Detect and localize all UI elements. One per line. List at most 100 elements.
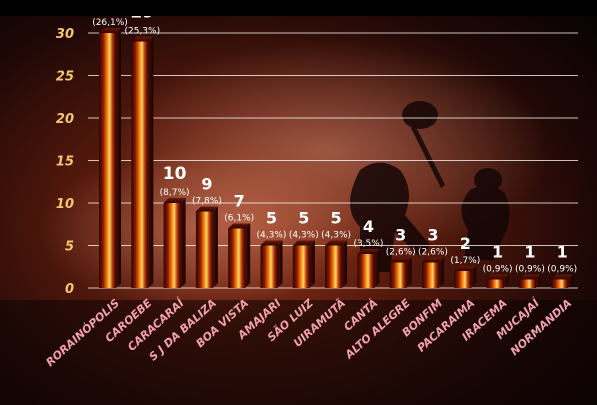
bar <box>357 249 380 288</box>
value-label: 7 <box>234 192 245 211</box>
value-label: 4 <box>363 217 374 236</box>
percent-label: (0,9%) <box>547 265 577 275</box>
y-tick-label: 25 <box>56 70 74 85</box>
bar-top <box>131 36 154 42</box>
bar-side <box>116 28 121 288</box>
value-label: 1 <box>524 243 535 262</box>
bar-top <box>292 240 315 246</box>
bar <box>228 223 251 288</box>
y-tick-label: 30 <box>56 27 74 42</box>
value-label: 1 <box>492 243 503 262</box>
value-label: 5 <box>266 209 277 228</box>
bar <box>422 257 444 288</box>
bar-top <box>99 28 121 33</box>
bar-top <box>389 257 412 263</box>
value-label: 5 <box>331 209 342 228</box>
bar <box>163 198 186 288</box>
ground <box>0 300 597 405</box>
bar-side <box>535 274 541 288</box>
bar-side <box>180 198 186 288</box>
bar-front <box>486 279 504 288</box>
percent-label: (2,6%) <box>386 248 416 258</box>
bar-front <box>551 279 569 288</box>
bar-front <box>357 254 375 288</box>
bar-side <box>503 274 509 288</box>
bar-side <box>374 249 380 288</box>
bar-top <box>486 274 509 280</box>
y-tick-label: 0 <box>65 282 74 297</box>
bar-front <box>99 33 116 288</box>
top-band <box>0 0 597 16</box>
percent-label: (4,3%) <box>321 231 351 241</box>
bar-top <box>357 249 380 254</box>
bar <box>486 274 509 288</box>
bar-front <box>454 271 472 288</box>
value-label: 2 <box>460 234 471 253</box>
y-tick-label: 20 <box>56 112 74 127</box>
bar-front <box>163 203 181 288</box>
y-tick-label: 15 <box>56 155 74 170</box>
bar-side <box>212 206 218 288</box>
bar <box>325 240 348 288</box>
bar-front <box>518 279 536 288</box>
bar-front <box>389 262 407 288</box>
bar-side <box>568 274 574 288</box>
bar-side <box>245 223 251 288</box>
bar <box>99 28 121 288</box>
value-label: 3 <box>427 226 438 245</box>
bar-side <box>277 240 283 288</box>
bar-top <box>325 240 348 246</box>
percent-label: (25,3%) <box>124 27 160 37</box>
percent-label: (2,6%) <box>418 248 448 258</box>
y-axis-ticks: 0 5 10 15 20 25 30 <box>56 27 74 297</box>
bar-front <box>195 211 213 288</box>
bar-side <box>342 240 348 288</box>
percent-label: (4,3%) <box>289 231 319 241</box>
percent-label: (7,8%) <box>192 197 222 207</box>
silhouettes <box>350 101 510 272</box>
bar-side <box>406 257 412 288</box>
bar-front <box>228 228 246 288</box>
bar-front <box>260 245 278 288</box>
bar-top <box>195 206 218 212</box>
percent-label: (4,3%) <box>257 231 287 241</box>
bar <box>551 274 574 288</box>
y-tick-label: 10 <box>56 197 74 212</box>
bar-side <box>471 266 477 288</box>
bar-top <box>454 266 477 271</box>
value-label: 10 <box>163 164 187 184</box>
bar-side <box>439 257 444 288</box>
bar-front <box>292 245 310 288</box>
bar <box>292 240 315 288</box>
value-label: 3 <box>395 226 406 245</box>
percent-label: (6,1%) <box>224 214 254 224</box>
bar-top <box>260 240 283 246</box>
bar <box>195 206 218 288</box>
y-tick-label: 5 <box>65 240 74 255</box>
percent-label: (3,5%) <box>353 239 383 249</box>
bar-top <box>422 257 444 263</box>
percent-label: (26,1%) <box>92 18 128 28</box>
bar-top <box>518 274 541 280</box>
bar-front <box>131 41 149 288</box>
bar <box>131 36 154 288</box>
percent-label: (0,9%) <box>515 265 545 275</box>
bar-top <box>228 223 251 229</box>
percent-label: (1,7%) <box>450 256 480 266</box>
bar <box>518 274 541 288</box>
bar-side <box>309 240 315 288</box>
percent-label: (8,7%) <box>160 188 190 198</box>
bar <box>389 257 412 288</box>
value-label: 1 <box>557 243 568 262</box>
value-label: 9 <box>201 175 212 194</box>
bar-front <box>325 245 343 288</box>
bars <box>99 28 574 288</box>
bar-top <box>163 198 186 203</box>
bar-front <box>422 262 439 288</box>
bar <box>454 266 477 288</box>
bar-top <box>551 274 574 280</box>
percent-label: (0,9%) <box>483 265 513 275</box>
value-label: 5 <box>298 209 309 228</box>
